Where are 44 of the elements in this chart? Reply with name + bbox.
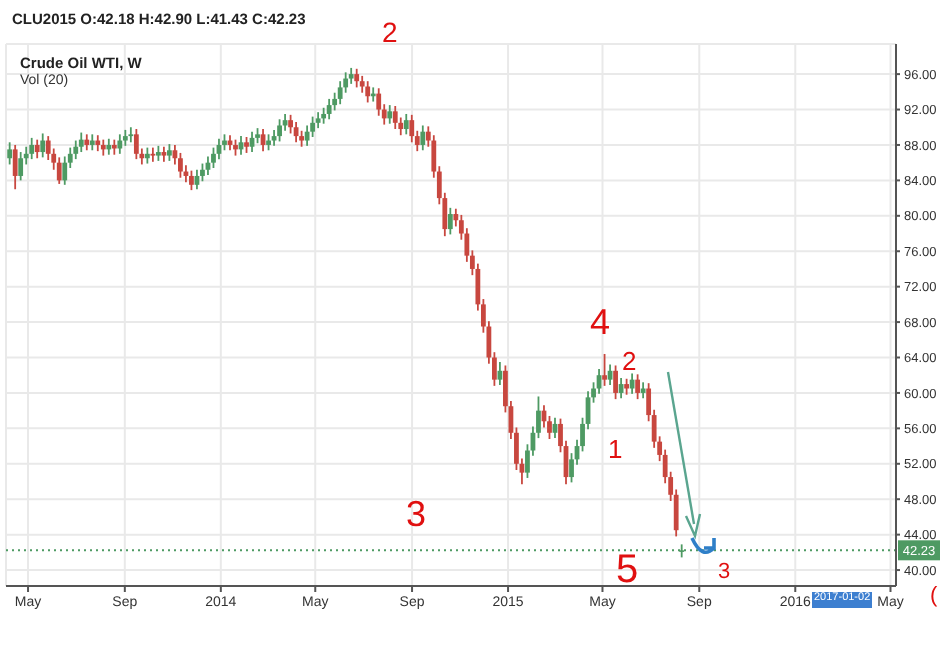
candlestick — [613, 364, 618, 401]
candlestick — [73, 139, 79, 161]
candlestick — [7, 141, 13, 166]
candlestick — [602, 353, 607, 387]
candlestick — [189, 169, 194, 192]
candlestick — [56, 156, 62, 185]
candlestick — [420, 124, 426, 152]
annotation: 5 — [616, 548, 639, 592]
candlestick — [150, 146, 156, 163]
candlestick — [310, 115, 316, 138]
candlestick — [354, 67, 360, 89]
candlestick — [365, 80, 371, 104]
candlestick — [326, 98, 332, 121]
candlestick — [387, 104, 393, 125]
candlestick — [337, 80, 343, 106]
candlestick — [376, 87, 382, 117]
candlestick — [211, 146, 216, 169]
candlestick — [629, 372, 635, 395]
candlestick — [447, 206, 453, 236]
candlestick — [304, 124, 310, 147]
candlestick — [62, 155, 68, 186]
annotation: 2 — [382, 16, 398, 48]
candlestick — [133, 128, 139, 161]
candlestick — [18, 151, 24, 182]
annotation: 3 — [406, 494, 427, 534]
annotation: 4 — [590, 302, 611, 342]
candlestick — [288, 113, 293, 135]
candlestick — [178, 152, 183, 179]
candlestick — [392, 105, 398, 130]
candlestick — [34, 138, 40, 160]
annotation: 1 — [608, 434, 623, 464]
candlestick — [117, 133, 123, 155]
annotation: 2 — [622, 346, 637, 376]
text: ( — [930, 584, 938, 608]
candlestick — [29, 136, 35, 161]
candlestick — [128, 126, 134, 144]
candlestick — [277, 118, 282, 143]
candlestick — [635, 373, 641, 401]
candlestick — [409, 113, 415, 144]
annotation: 3 — [718, 560, 731, 584]
candlestick — [403, 113, 409, 136]
candlestick — [78, 131, 84, 153]
candlestick — [40, 132, 46, 159]
candlestick — [12, 144, 18, 191]
